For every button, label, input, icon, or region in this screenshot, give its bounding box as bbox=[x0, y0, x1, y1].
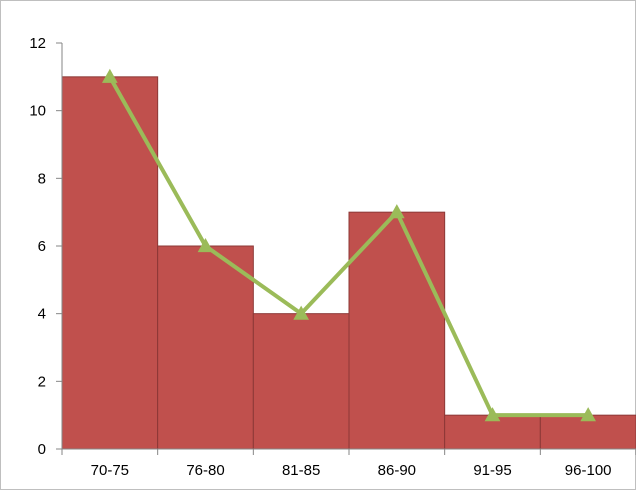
frequency-line bbox=[108, 75, 589, 418]
y-tick-label: 12 bbox=[29, 35, 46, 52]
x-tick-label-81-85: 81-85 bbox=[282, 462, 320, 479]
y-tick-label: 6 bbox=[38, 238, 46, 255]
line-marker-91-95 bbox=[484, 407, 501, 422]
line-marker-96-100 bbox=[580, 407, 597, 422]
y-tick-label: 8 bbox=[38, 170, 46, 187]
bar-76-80 bbox=[157, 245, 254, 450]
line-marker-86-90 bbox=[388, 204, 405, 219]
x-tick-label-76-80: 76-80 bbox=[186, 462, 224, 479]
axis-layer: 0 2 4 6 8 10 12 70-75 76-80 81-85 86-90 91-95 96-100 bbox=[29, 35, 636, 479]
bar-86-90 bbox=[348, 211, 446, 450]
line-marker-81-85 bbox=[293, 305, 310, 320]
y-tick-label: 2 bbox=[38, 373, 46, 390]
x-tick-label-70-75: 70-75 bbox=[91, 462, 129, 479]
x-tick-label-86-90: 86-90 bbox=[378, 462, 416, 479]
line-marker-76-80 bbox=[197, 237, 214, 253]
x-tick-label-91-95: 91-95 bbox=[473, 462, 511, 479]
y-tick-label: 0 bbox=[38, 441, 46, 458]
bar-81-85 bbox=[252, 313, 350, 450]
frequency-polygon-layer bbox=[101, 68, 597, 422]
y-tick-label: 4 bbox=[38, 306, 46, 323]
bar-70-75 bbox=[61, 76, 159, 450]
line-marker-70-75 bbox=[101, 68, 118, 83]
x-tick-label-96-100: 96-100 bbox=[565, 462, 612, 479]
y-tick-label: 10 bbox=[29, 103, 46, 120]
